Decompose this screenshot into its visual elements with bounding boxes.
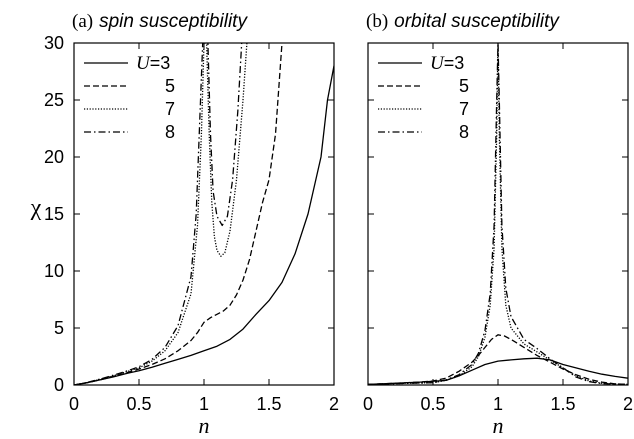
panel-orbital-susceptibility: 0 0.5 1 1.5 2n(b) orbital susceptibilityU=357… xyxy=(363,11,633,438)
y-tick-label: 10 xyxy=(44,261,64,281)
panel-title-text: spin susceptibility xyxy=(99,11,248,32)
x-tick-label: 1.5 xyxy=(550,394,575,414)
x-tick-label: 0 xyxy=(363,394,373,414)
legend-entry-label: 7 xyxy=(459,99,469,119)
legend-entry-label: 8 xyxy=(165,122,175,142)
x-tick-label: 1.5 xyxy=(256,394,281,414)
series-line-4 xyxy=(368,43,628,385)
series-line-3 xyxy=(74,43,248,385)
plot-frame xyxy=(73,42,335,386)
legend-u-value: =3 xyxy=(444,53,465,73)
y-tick-label: 25 xyxy=(44,90,64,110)
legend-u-symbol: U xyxy=(430,53,445,74)
panel-title: (a) spin susceptibility xyxy=(72,11,248,32)
plot-frame xyxy=(367,42,629,386)
legend-u-value: =3 xyxy=(150,53,171,73)
y-tick-label: 30 xyxy=(44,33,64,53)
y-tick-label: 20 xyxy=(44,147,64,167)
y-tick-label: 0 xyxy=(54,375,64,395)
y-tick-label: 15 xyxy=(44,204,64,224)
legend-entry-label: 7 xyxy=(165,99,175,119)
x-tick-label: 0.5 xyxy=(126,394,151,414)
x-tick-label: 2 xyxy=(329,394,339,414)
x-tick-label: 0 xyxy=(69,394,79,414)
legend-entry-label: U=3 xyxy=(136,53,170,74)
y-axis-label: χ xyxy=(30,195,42,221)
series-line-2 xyxy=(368,334,628,385)
panel-title-prefix: (a) xyxy=(72,11,93,32)
series-line-2 xyxy=(74,43,283,385)
panel-title-text: orbital susceptibility xyxy=(394,11,560,32)
legend-entry-label: 5 xyxy=(165,76,175,96)
legend-u-symbol: U xyxy=(136,53,151,74)
series-line-1 xyxy=(74,65,334,385)
x-tick-label: 0.5 xyxy=(420,394,445,414)
x-tick-label: 1 xyxy=(199,394,209,414)
legend-entry-label: U=3 xyxy=(430,53,464,74)
x-axis-label: n xyxy=(199,413,210,438)
series-line-3 xyxy=(368,43,628,385)
x-axis-label: n xyxy=(493,413,504,438)
panel-title-prefix: (b) xyxy=(366,11,388,32)
y-tick-label: 5 xyxy=(54,318,64,338)
legend-entry-label: 5 xyxy=(459,76,469,96)
series-group xyxy=(74,43,334,385)
series-line-4 xyxy=(74,43,243,385)
panel-title: (b) orbital susceptibility xyxy=(366,11,560,32)
x-tick-label: 1 xyxy=(493,394,503,414)
legend-entry-label: 8 xyxy=(459,122,469,142)
x-tick-label: 2 xyxy=(623,394,633,414)
series-group xyxy=(368,43,628,385)
